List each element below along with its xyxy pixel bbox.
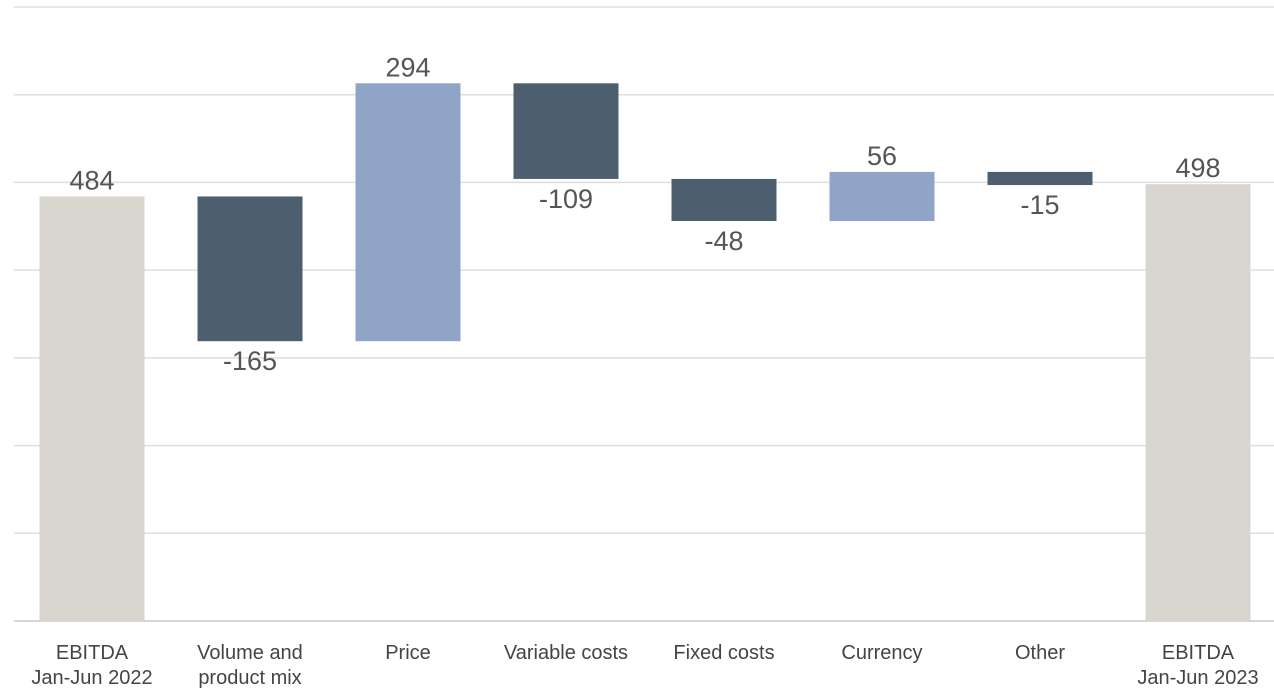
bar bbox=[829, 171, 935, 222]
data-label: 294 bbox=[385, 52, 430, 82]
bar bbox=[197, 196, 303, 342]
x-tick-label: Variable costs bbox=[503, 642, 629, 664]
data-label: -48 bbox=[704, 226, 743, 256]
x-tick-label: Currency bbox=[841, 642, 923, 664]
x-tick-label: Volume and product mix bbox=[197, 642, 303, 689]
bar bbox=[513, 83, 619, 179]
x-tick-label: EBITDA Jan-Jun 2023 bbox=[1137, 642, 1259, 689]
bar bbox=[671, 178, 777, 222]
data-label: 484 bbox=[69, 165, 114, 195]
data-label: -15 bbox=[1020, 190, 1059, 220]
x-tick-label: Other bbox=[1014, 642, 1066, 664]
x-tick-label: EBITDA Jan-Jun 2022 bbox=[31, 642, 153, 689]
bar bbox=[39, 196, 145, 621]
x-tick-label: Price bbox=[385, 642, 431, 664]
x-tick-label: Fixed costs bbox=[673, 642, 775, 664]
bar bbox=[1145, 184, 1251, 621]
data-label: -109 bbox=[539, 184, 593, 214]
bar bbox=[355, 83, 461, 342]
data-label: 56 bbox=[867, 141, 897, 171]
bar bbox=[987, 171, 1093, 186]
data-label: 498 bbox=[1175, 153, 1220, 183]
data-label: -165 bbox=[223, 346, 277, 376]
